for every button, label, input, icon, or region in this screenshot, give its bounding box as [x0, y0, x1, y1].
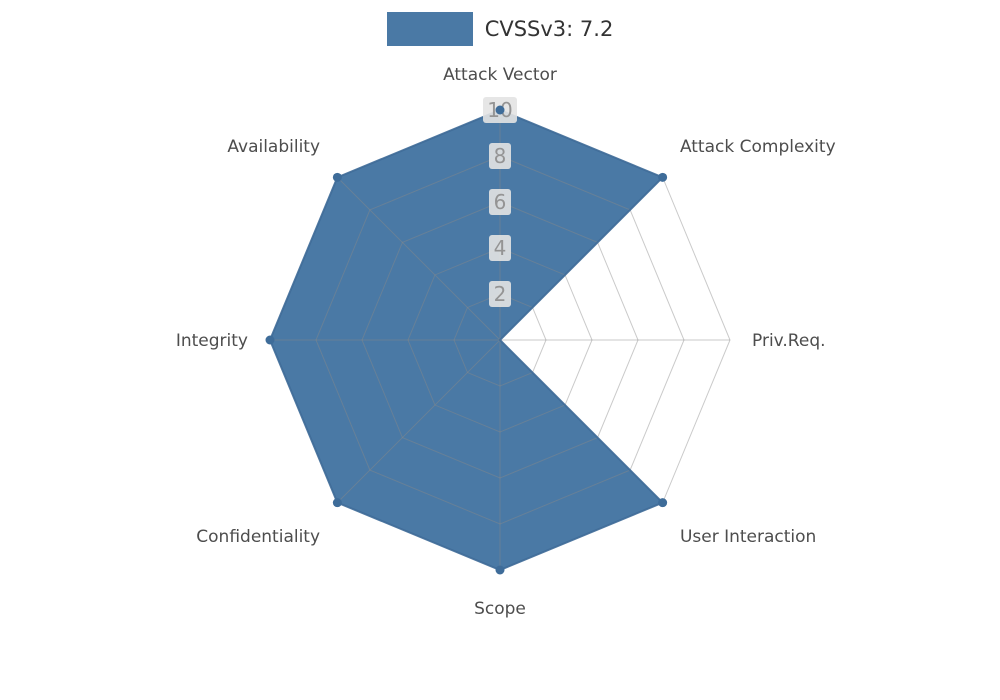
grid-ring: [407, 247, 593, 433]
legend: CVSSv3: 7.2: [0, 12, 1000, 46]
tick-label: 6: [494, 190, 507, 214]
axis-label: Integrity: [176, 331, 248, 351]
tick-label-bg: [489, 281, 511, 307]
data-polygon: [270, 110, 663, 570]
axis-label: Confidentiality: [196, 527, 320, 547]
grid-ring: [361, 201, 639, 479]
data-point: [265, 335, 275, 345]
axis-label: Priv.Req.: [752, 331, 826, 351]
tick-label: 2: [494, 282, 507, 306]
tick-label: 4: [494, 236, 507, 260]
data-point: [495, 565, 505, 575]
data-point: [495, 105, 505, 115]
legend-swatch: [386, 12, 473, 46]
tick-label-bg: [489, 235, 511, 261]
grid-spoke: [337, 339, 501, 503]
axis-label: Attack Vector: [443, 65, 557, 85]
axis-label: Availability: [227, 137, 320, 157]
data-point: [332, 498, 342, 508]
axis-label: User Interaction: [680, 527, 816, 547]
legend-label: CVSSv3: 7.2: [484, 17, 614, 41]
grid-ring: [453, 293, 547, 387]
tick-label-bg: [489, 143, 511, 169]
axis-label: Scope: [474, 599, 526, 619]
grid-spoke: [337, 177, 501, 341]
axis-label: Attack Complexity: [680, 137, 836, 157]
data-point: [658, 498, 668, 508]
data-point: [658, 172, 668, 182]
tick-label: 8: [494, 144, 507, 168]
grid-ring: [315, 155, 685, 525]
data-point: [332, 172, 342, 182]
tick-label-bg: [489, 189, 511, 215]
